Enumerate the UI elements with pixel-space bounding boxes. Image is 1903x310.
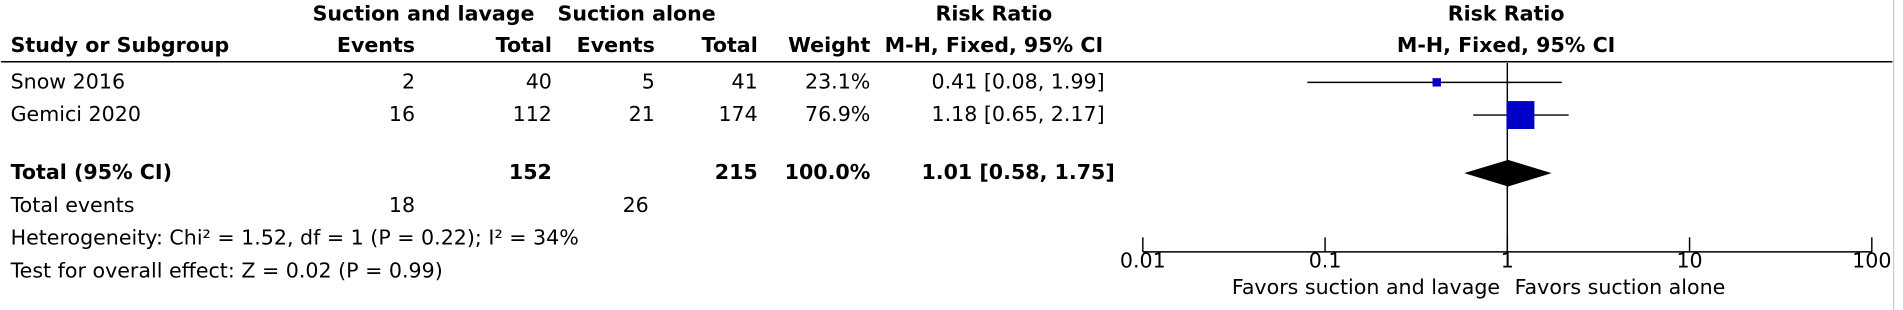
group-header: Suction and lavage	[313, 2, 535, 26]
cell-name: Snow 2016	[11, 69, 125, 93]
plot-method: M-H, Fixed, 95% CI	[1397, 33, 1615, 57]
x-tick-label: 0.01	[1120, 249, 1166, 273]
favors-left: Favors suction and lavage	[1232, 275, 1500, 299]
cell-ci-label: 1.18 [0.65, 2.17]	[932, 102, 1105, 126]
cell-total1: 152	[509, 160, 552, 184]
cell-total2: 41	[732, 69, 758, 93]
column-header: Total	[702, 33, 758, 57]
cell-total2: 174	[718, 102, 757, 126]
column-header: Total	[496, 33, 552, 57]
cell-ci-label: 1.01 [0.58, 1.75]	[921, 160, 1114, 184]
x-tick-label: 0.1	[1309, 249, 1342, 273]
x-tick-label: 100	[1852, 249, 1891, 273]
effect-header: Risk Ratio	[936, 2, 1053, 26]
cell-events2: 5	[642, 69, 655, 93]
x-tick-label: 1	[1501, 249, 1514, 273]
column-header: Study or Subgroup	[11, 33, 230, 57]
cell-events1: 18	[389, 193, 415, 217]
cell-name: Gemici 2020	[11, 102, 141, 126]
total-diamond	[1464, 159, 1552, 187]
cell-events1: 2	[402, 69, 415, 93]
x-tick-label: 10	[1676, 249, 1702, 273]
cell-total1: 112	[513, 102, 552, 126]
study-marker	[1432, 78, 1441, 87]
overall-effect: Test for overall effect: Z = 0.02 (P = 0…	[10, 258, 443, 282]
cell-total1: 40	[526, 69, 552, 93]
column-header: Events	[577, 33, 655, 57]
cell-ci-label: 0.41 [0.08, 1.99]	[932, 69, 1105, 93]
cell-weight-label: 23.1%	[805, 69, 870, 93]
heterogeneity: Heterogeneity: Chi² = 1.52, df = 1 (P = …	[11, 226, 579, 250]
cell-total2: 215	[715, 160, 758, 184]
group-header: Suction alone	[558, 2, 716, 26]
cell-weight-label: 76.9%	[805, 102, 870, 126]
column-header: M-H, Fixed, 95% CI	[885, 33, 1103, 57]
study-marker	[1506, 101, 1535, 130]
plot-header: Risk Ratio	[1448, 2, 1565, 26]
cell-name: Total events	[10, 193, 135, 217]
cell-events2: 21	[629, 102, 655, 126]
cell-weight-label: 100.0%	[785, 160, 871, 184]
column-header: Events	[337, 33, 415, 57]
cell-name: Total (95% CI)	[11, 160, 172, 184]
favors-right: Favors suction alone	[1515, 275, 1726, 299]
cell-events2: 26	[623, 193, 649, 217]
column-header: Weight	[788, 33, 870, 57]
cell-events1: 16	[389, 102, 415, 126]
